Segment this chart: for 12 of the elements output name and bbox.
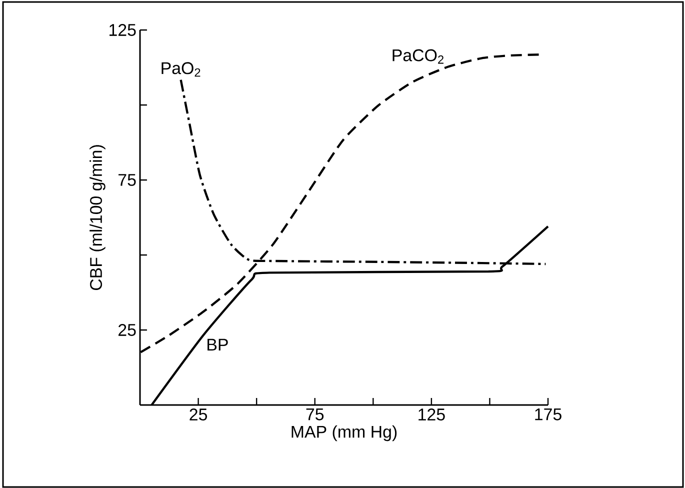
y-tick-label: 25 xyxy=(118,324,136,336)
y-tick-label: 75 xyxy=(118,174,136,186)
x-tick-label: 175 xyxy=(535,408,562,420)
series-label: BP xyxy=(208,338,228,351)
x-axis-title: MAP (mm Hg) xyxy=(292,425,397,442)
x-tick-label: 25 xyxy=(190,408,207,421)
series-label: PaCO$_{2}$ xyxy=(392,49,444,64)
x-tick-label: 75 xyxy=(306,408,324,420)
x-tick-label: 125 xyxy=(418,408,445,421)
y-axis-title: CBF (ml/100 g/min) xyxy=(90,145,106,290)
series-label: PaO$_{2}$ xyxy=(162,62,200,77)
y-tick-label: 125 xyxy=(110,24,136,36)
